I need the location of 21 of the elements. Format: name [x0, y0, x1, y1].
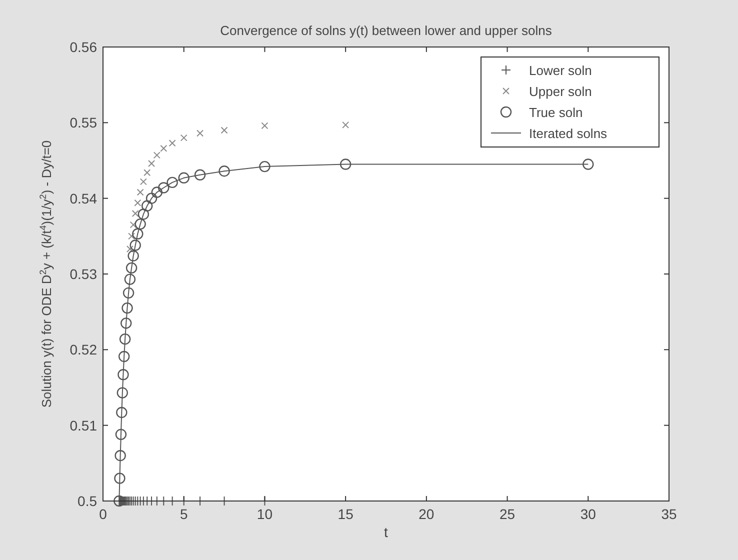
- x-axis-title: t: [384, 524, 388, 540]
- y-tick-label: 0.54: [70, 190, 98, 206]
- y-tick-label: 0.56: [70, 39, 98, 55]
- x-tick-label: 35: [661, 506, 677, 522]
- y-tick-label: 0.55: [70, 114, 98, 131]
- x-tick-label: 20: [418, 506, 434, 522]
- legend-label: Iterated solns: [529, 126, 608, 141]
- y-tick-label: 0.52: [70, 342, 98, 358]
- x-tick-label: 30: [580, 506, 596, 522]
- chart-title: Convergence of solns y(t) between lower and upper solns: [220, 23, 552, 38]
- legend-label: True soln: [529, 105, 583, 120]
- y-tick-label: 0.51: [70, 417, 98, 434]
- x-tick-label: 25: [499, 506, 516, 522]
- x-tick-label: 0: [99, 506, 108, 522]
- x-tick-label: 5: [180, 506, 188, 522]
- y-tick-label: 0.5: [78, 493, 98, 509]
- y-tick-label: 0.53: [70, 266, 98, 282]
- legend-label: Upper soln: [529, 84, 592, 99]
- legend-label: Lower soln: [529, 63, 592, 78]
- x-tick-label: 15: [338, 506, 354, 522]
- x-tick-label: 10: [256, 506, 273, 522]
